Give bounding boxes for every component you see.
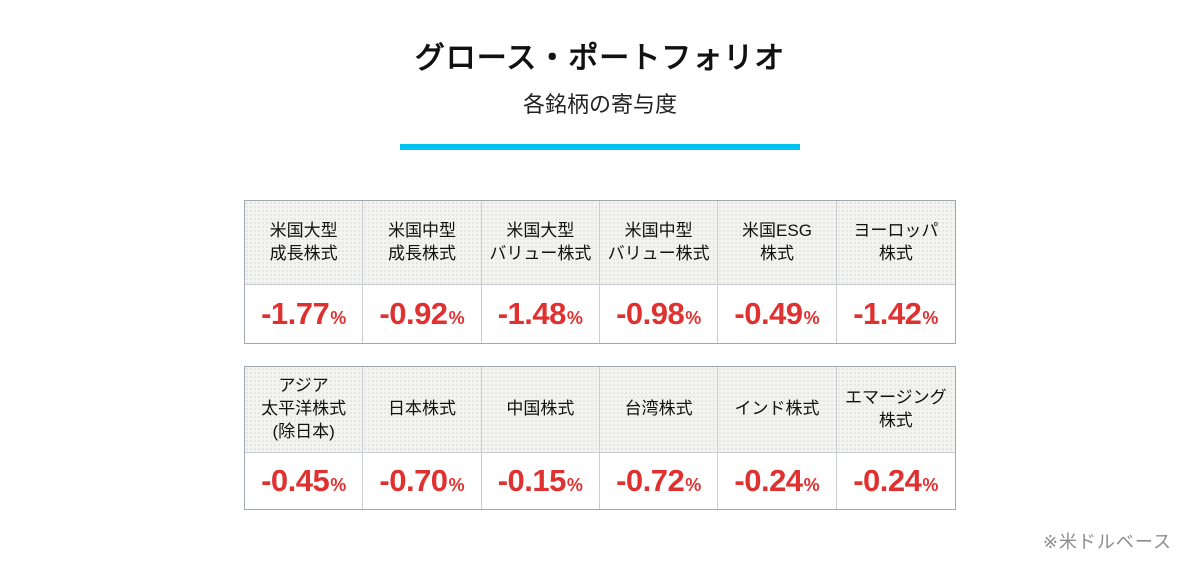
column-header: 米国中型 成長株式: [363, 201, 482, 285]
column-header: 米国大型 バリュー株式: [481, 201, 600, 285]
contribution-value-cell: -0.24%: [718, 453, 837, 509]
contribution-value: -0.72: [616, 463, 685, 498]
percent-sign: %: [685, 475, 702, 495]
figure-header: グロース・ポートフォリオ 各銘柄の寄与度: [0, 0, 1200, 150]
percent-sign: %: [448, 475, 465, 495]
contribution-table-row-2: アジア 太平洋株式 (除日本) 日本株式 中国株式 台湾株式 インド株式 エマー…: [244, 366, 956, 510]
contribution-table-row-1: 米国大型 成長株式 米国中型 成長株式 米国大型 バリュー株式 米国中型 バリュ…: [244, 200, 956, 344]
contribution-value-cell: -1.48%: [481, 285, 600, 343]
column-header: インド株式: [718, 367, 837, 453]
contribution-value: -1.42: [853, 296, 922, 331]
percent-sign: %: [566, 308, 583, 328]
contribution-tables: 米国大型 成長株式 米国中型 成長株式 米国大型 バリュー株式 米国中型 バリュ…: [244, 200, 956, 510]
percent-sign: %: [922, 308, 939, 328]
contribution-value: -1.77: [261, 296, 330, 331]
contribution-value-cell: -0.49%: [718, 285, 837, 343]
column-header: 日本株式: [363, 367, 482, 453]
contribution-value: -0.24: [853, 463, 922, 498]
contribution-value: -0.15: [497, 463, 567, 498]
contribution-value-cell: -0.70%: [363, 453, 482, 509]
contribution-value: -1.48: [497, 296, 567, 331]
percent-sign: %: [685, 308, 702, 328]
percent-sign: %: [803, 308, 820, 328]
percent-sign: %: [330, 475, 347, 495]
column-header: アジア 太平洋株式 (除日本): [245, 367, 364, 453]
page-title: グロース・ポートフォリオ: [414, 42, 786, 75]
percent-sign: %: [566, 475, 583, 495]
column-header: 中国株式: [481, 367, 600, 453]
contribution-value-cell: -0.92%: [363, 285, 482, 343]
contribution-value: -0.24: [734, 463, 803, 498]
contribution-value-cell: -0.15%: [481, 453, 600, 509]
contribution-value: -0.70: [379, 463, 448, 498]
percent-sign: %: [803, 475, 820, 495]
column-header: エマージング 株式: [836, 367, 955, 453]
contribution-value: -0.49: [734, 296, 803, 331]
contribution-value: -0.45: [261, 463, 330, 498]
percent-sign: %: [330, 308, 347, 328]
contribution-value-cell: -0.45%: [245, 453, 364, 509]
contribution-value-cell: -0.72%: [600, 453, 719, 509]
column-header: 米国ESG 株式: [718, 201, 837, 285]
percent-sign: %: [448, 308, 465, 328]
column-header: 台湾株式: [600, 367, 719, 453]
contribution-value: -0.98: [616, 296, 685, 331]
contribution-value-cell: -1.77%: [245, 285, 364, 343]
contribution-value: -0.92: [379, 296, 448, 331]
column-header: ヨーロッパ 株式: [836, 201, 955, 285]
footnote: ※米ドルベース: [1042, 532, 1172, 552]
percent-sign: %: [922, 475, 939, 495]
column-header: 米国中型 バリュー株式: [600, 201, 719, 285]
contribution-value-cell: -1.42%: [836, 285, 955, 343]
contribution-value-cell: -0.24%: [836, 453, 955, 509]
page-subtitle: 各銘柄の寄与度: [522, 92, 677, 117]
column-header: 米国大型 成長株式: [245, 201, 364, 285]
contribution-value-cell: -0.98%: [600, 285, 719, 343]
accent-underline: [400, 144, 800, 150]
